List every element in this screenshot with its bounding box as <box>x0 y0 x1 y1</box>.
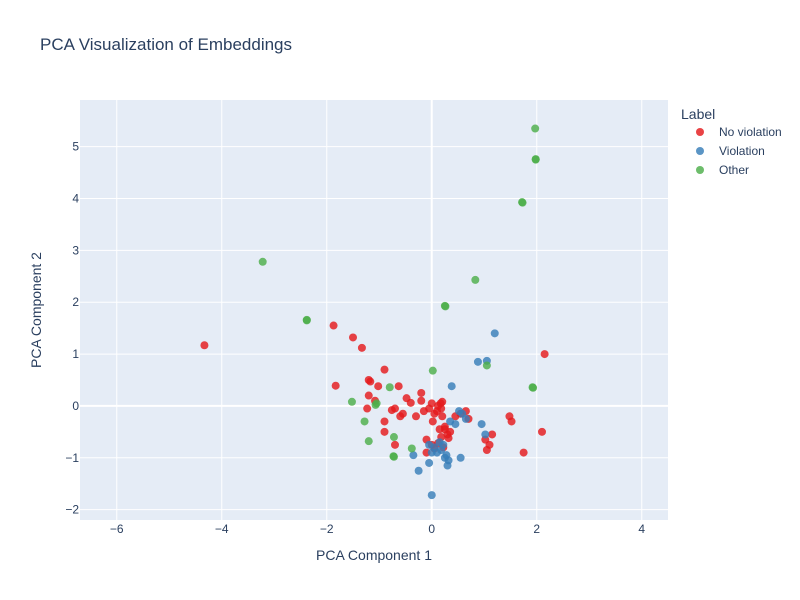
no-violation-point <box>438 412 447 421</box>
violation-point <box>481 430 490 439</box>
chart-title: PCA Visualization of Embeddings <box>40 35 292 54</box>
no-violation-point <box>440 422 449 431</box>
no-violation-point <box>417 396 426 405</box>
no-violation-point <box>438 397 447 406</box>
legend: Label No violation Violation Other <box>681 106 782 177</box>
violation-point <box>447 382 456 391</box>
other-point <box>389 452 398 461</box>
other-point <box>347 397 356 406</box>
no-violation-point <box>366 377 375 386</box>
other-legend-label: Other <box>719 163 749 177</box>
other-point <box>302 316 311 325</box>
legend-title: Label <box>681 106 715 122</box>
y-tick-label: 0 <box>72 399 79 413</box>
y-tick-label: −1 <box>65 451 79 465</box>
other-point <box>531 124 540 133</box>
y-tick-label: 5 <box>72 140 79 154</box>
violation-point <box>409 451 418 460</box>
violation-point <box>473 357 482 366</box>
other-point <box>529 383 538 392</box>
no-violation-point <box>406 398 415 407</box>
x-tick-label: −4 <box>215 522 229 536</box>
other-point <box>389 433 398 442</box>
y-tick-label: −2 <box>65 503 79 517</box>
other-point <box>364 437 373 446</box>
no-violation-legend-marker <box>696 128 704 136</box>
other-point <box>531 155 540 164</box>
no-violation-point <box>412 412 420 421</box>
violation-point <box>427 491 436 500</box>
x-tick-label: −2 <box>320 522 334 536</box>
violation-point <box>425 458 434 467</box>
no-violation-point <box>444 434 453 443</box>
no-violation-point <box>437 404 446 413</box>
no-violation-point <box>540 350 549 359</box>
violation-point <box>477 420 486 429</box>
other-point <box>518 198 527 207</box>
no-violation-point <box>331 381 340 390</box>
other-point <box>482 361 491 370</box>
no-violation-point <box>507 417 516 426</box>
no-violation-point <box>363 404 372 413</box>
x-tick-label: 4 <box>638 522 645 536</box>
other-point <box>441 302 450 311</box>
violation-point <box>456 453 465 462</box>
no-violation-legend-label: No violation <box>719 125 782 139</box>
no-violation-point <box>380 365 389 374</box>
no-violation-point <box>519 448 528 457</box>
no-violation-point <box>380 417 389 426</box>
violation-point <box>444 456 453 465</box>
y-tick-label: 3 <box>72 243 79 257</box>
data-points <box>200 124 549 500</box>
no-violation-point <box>427 399 436 408</box>
no-violation-point <box>364 391 373 400</box>
no-violation-point <box>488 430 497 439</box>
other-point <box>258 257 267 266</box>
other-point <box>360 417 369 426</box>
no-violation-point <box>349 333 357 342</box>
no-violation-point <box>446 427 455 436</box>
x-tick-label: −6 <box>110 522 124 536</box>
violation-point <box>414 466 423 475</box>
y-axis-title: PCA Component 2 <box>28 252 44 368</box>
no-violation-point <box>200 341 209 350</box>
x-axis-title: PCA Component 1 <box>316 547 432 563</box>
y-tick-label: 1 <box>72 347 79 361</box>
no-violation-point <box>394 382 403 391</box>
violation-legend-label: Violation <box>719 144 765 158</box>
other-point <box>407 444 416 453</box>
tick-labels: −6 −4 −2 0 2 4 −2 −1 0 1 2 3 4 5 <box>65 140 645 536</box>
no-violation-point <box>374 382 383 391</box>
violation-point <box>446 417 455 426</box>
x-tick-label: 2 <box>533 522 540 536</box>
legend-items: No violation Violation Other <box>696 125 782 177</box>
violation-legend-marker <box>696 147 704 155</box>
other-point <box>471 275 480 284</box>
y-tick-label: 2 <box>72 295 79 309</box>
no-violation-point <box>391 404 399 413</box>
other-legend-marker <box>696 166 704 174</box>
no-violation-point <box>329 321 338 330</box>
violation-point <box>490 329 499 338</box>
no-violation-point <box>357 343 366 352</box>
no-violation-point <box>398 409 407 418</box>
no-violation-point <box>417 388 426 397</box>
violation-point <box>461 414 470 423</box>
no-violation-point <box>428 417 437 426</box>
other-point <box>385 383 394 392</box>
other-point <box>428 366 437 375</box>
no-violation-point <box>485 440 494 449</box>
violation-point <box>439 440 448 449</box>
plot-area <box>80 100 668 520</box>
no-violation-point <box>380 427 389 436</box>
x-tick-label: 0 <box>428 522 435 536</box>
no-violation-point <box>391 440 399 449</box>
other-point <box>372 399 381 408</box>
no-violation-point <box>538 427 546 436</box>
y-tick-label: 4 <box>72 192 79 206</box>
